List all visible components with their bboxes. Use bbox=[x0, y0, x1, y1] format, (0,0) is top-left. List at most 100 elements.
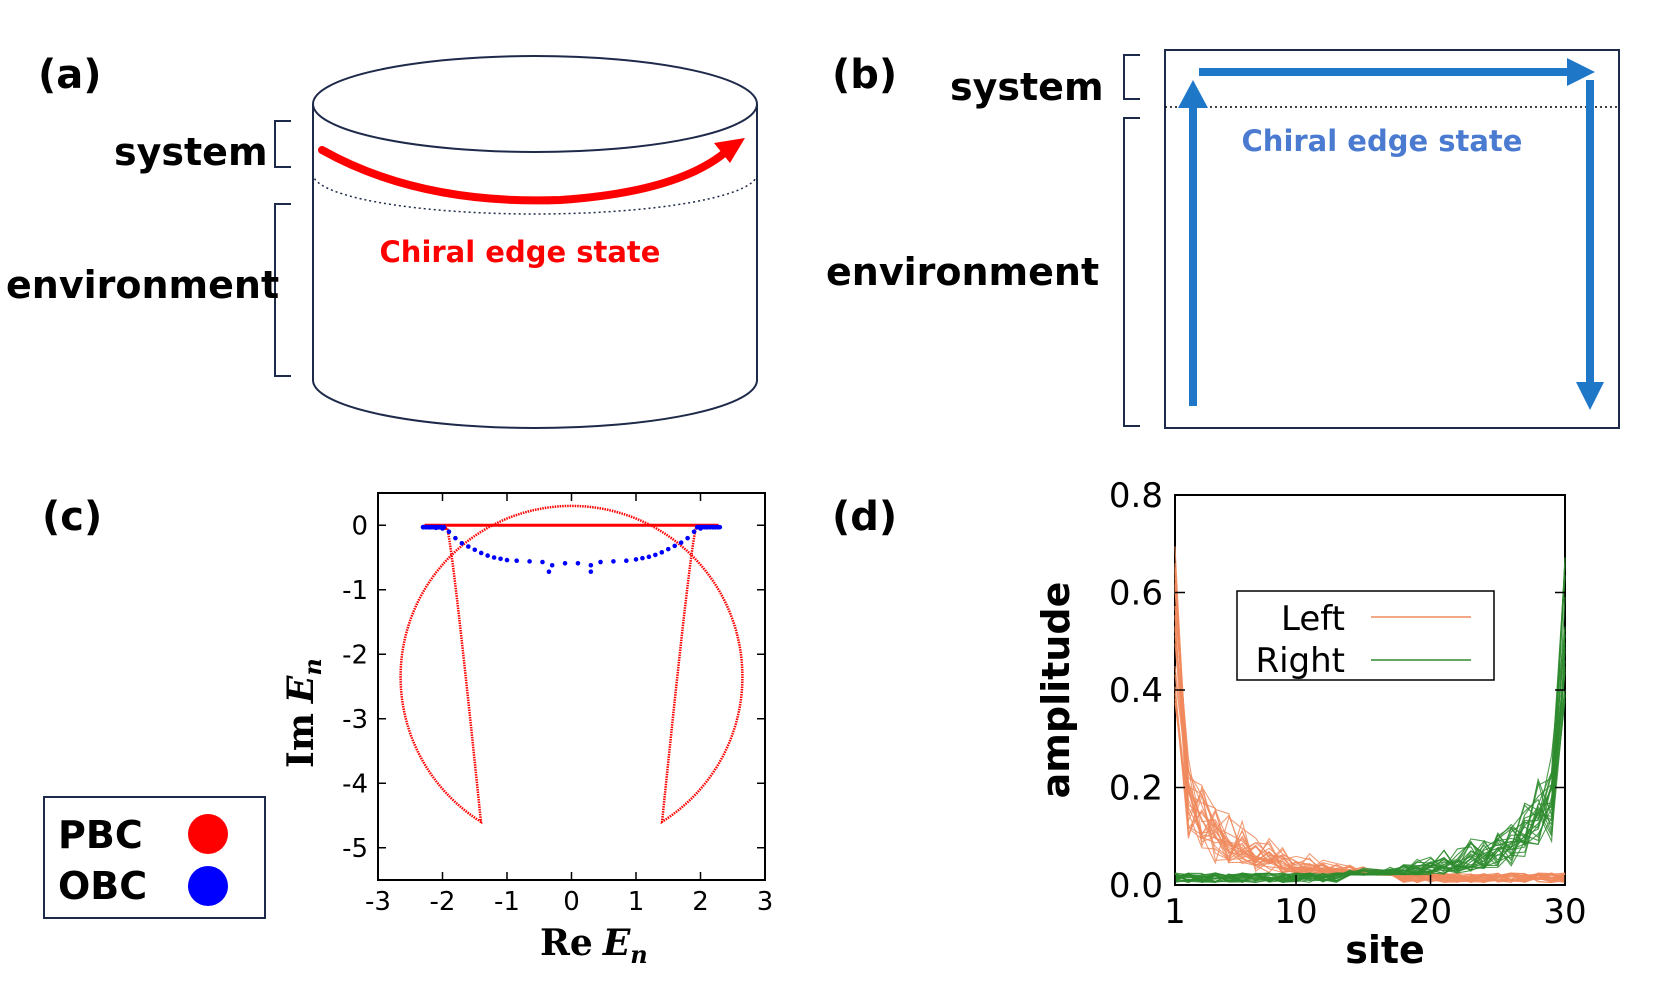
obc-point bbox=[504, 557, 510, 563]
plot-d-lines bbox=[1174, 546, 1566, 884]
x-axis-label-d: site bbox=[1345, 928, 1425, 972]
square-region bbox=[1164, 49, 1620, 429]
x-tick-label-c: -2 bbox=[430, 887, 456, 917]
x-tick-label-d: 20 bbox=[1409, 892, 1452, 932]
panel-b-label: (b) bbox=[832, 52, 897, 98]
legend-obc-label: OBC bbox=[58, 864, 147, 908]
obc-point bbox=[588, 562, 594, 568]
legend-pbc-label: PBC bbox=[58, 813, 143, 857]
obc-point bbox=[441, 524, 447, 530]
environment-label: environment bbox=[6, 263, 279, 307]
plot-c-ticks: -3 -2 -1 0 1 2 3 0 -1 -2 -3 -4 -5 bbox=[342, 493, 773, 917]
obc-point bbox=[466, 544, 471, 549]
obc-point bbox=[527, 559, 532, 564]
y-tick-label-d: 0.6 bbox=[1109, 574, 1163, 614]
y-axis-label-c: ImEn bbox=[280, 658, 327, 768]
obc-point bbox=[453, 535, 458, 541]
legend-obc-marker bbox=[188, 866, 228, 906]
system-label: system bbox=[114, 130, 268, 174]
chiral-edge-label-b: Chiral edge state bbox=[1242, 124, 1523, 158]
blue-arrow-right-head bbox=[1567, 58, 1595, 86]
obc-point bbox=[640, 555, 645, 561]
obc-point bbox=[653, 552, 658, 558]
obc-point bbox=[665, 546, 671, 552]
y-axis-label-d: amplitude bbox=[1034, 582, 1078, 799]
panel-d-label: (d) bbox=[832, 494, 897, 540]
obc-series bbox=[420, 524, 723, 574]
legend-pbc-marker bbox=[188, 814, 228, 854]
system-bracket-b bbox=[1123, 54, 1140, 100]
environment-label-b: environment bbox=[826, 250, 1099, 294]
obc-point bbox=[472, 547, 478, 553]
pbc-loop bbox=[399, 504, 744, 825]
plot-d-legend bbox=[1236, 590, 1495, 681]
obc-point bbox=[598, 559, 603, 565]
obc-point bbox=[491, 555, 497, 560]
system-bracket bbox=[274, 120, 291, 168]
obc-point bbox=[446, 529, 452, 534]
blue-arrow-right-shaft bbox=[1199, 68, 1572, 76]
obc-point bbox=[624, 558, 629, 564]
plot-d-ticks: 1 10 20 30 0.0 0.2 0.4 0.6 0.8 bbox=[1109, 476, 1587, 932]
obc-point bbox=[498, 556, 503, 562]
system-boundary-line bbox=[312, 173, 758, 215]
panel-b: (b) Chiral edge state system environment bbox=[826, 49, 1620, 429]
x-tick-label-c: -3 bbox=[365, 887, 391, 917]
blue-arrow-down-shaft bbox=[1586, 80, 1594, 385]
obc-point bbox=[715, 524, 721, 530]
chiral-edge-arrow bbox=[318, 146, 732, 205]
obc-point bbox=[685, 535, 690, 541]
legend-right-label: Right bbox=[1255, 641, 1345, 681]
obc-point bbox=[691, 529, 697, 534]
x-tick-label-c: -1 bbox=[494, 887, 520, 917]
environment-bracket bbox=[274, 203, 291, 377]
y-tick-label-c: -5 bbox=[342, 834, 368, 864]
plot-c-frame bbox=[377, 492, 766, 881]
amplitude-curve bbox=[1174, 650, 1566, 883]
obc-point bbox=[562, 561, 568, 566]
system-label-b: system bbox=[950, 65, 1104, 109]
panel-a: (a) Chiral edge state system environment bbox=[6, 52, 758, 429]
y-tick-label-c: -1 bbox=[342, 576, 368, 606]
obc-point bbox=[659, 550, 665, 555]
x-tick-label-d: 10 bbox=[1274, 892, 1317, 932]
cylinder-bottom bbox=[312, 379, 758, 429]
obc-point bbox=[611, 559, 616, 564]
blue-arrow-up-shaft bbox=[1189, 106, 1197, 406]
panel-c-label: (c) bbox=[42, 494, 102, 540]
y-tick-label-d: 0.2 bbox=[1109, 769, 1163, 809]
y-tick-label-d: 0.0 bbox=[1109, 866, 1163, 906]
chiral-edge-arrowhead bbox=[714, 138, 745, 163]
obc-point bbox=[514, 558, 519, 564]
x-tick-label-d: 1 bbox=[1164, 892, 1186, 932]
environment-bracket-b bbox=[1123, 117, 1140, 427]
obc-point bbox=[672, 543, 677, 549]
obc-point bbox=[485, 553, 490, 558]
legend-left-label: Left bbox=[1281, 599, 1345, 639]
x-tick-label-c: 3 bbox=[757, 887, 774, 917]
obc-point bbox=[588, 569, 594, 574]
obc-point bbox=[540, 559, 545, 565]
pbc-series bbox=[399, 504, 744, 825]
y-tick-label-d: 0.4 bbox=[1109, 671, 1163, 711]
obc-point bbox=[549, 562, 555, 568]
obc-point bbox=[546, 569, 552, 574]
panel-d: (d) 1 10 20 30 0.0 0.2 0.4 0.6 0.8 Left Right si… bbox=[832, 476, 1587, 972]
y-tick-label-c: 0 bbox=[351, 511, 368, 541]
x-tick-label-d: 30 bbox=[1543, 892, 1586, 932]
x-tick-label-c: 1 bbox=[628, 887, 645, 917]
legend-box: PBC OBC bbox=[43, 796, 266, 919]
obc-point bbox=[633, 557, 639, 562]
x-axis-label-c: Re En bbox=[540, 922, 648, 969]
x-tick-label-c: 0 bbox=[563, 887, 580, 917]
legend-box-frame bbox=[43, 796, 266, 919]
obc-point bbox=[678, 540, 684, 545]
amplitude-curve bbox=[1174, 557, 1566, 883]
blue-arrow-down-head bbox=[1576, 382, 1604, 410]
y-tick-label-d: 0.8 bbox=[1109, 476, 1163, 516]
y-tick-label-c: -4 bbox=[342, 769, 368, 799]
x-tick-label-c: 2 bbox=[692, 887, 709, 917]
blue-arrow-up-head bbox=[1178, 80, 1208, 108]
y-tick-label-c: -2 bbox=[342, 640, 368, 670]
obc-point bbox=[575, 561, 581, 566]
